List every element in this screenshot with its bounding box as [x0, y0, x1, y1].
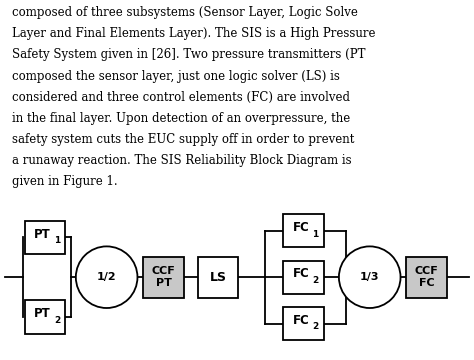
Bar: [198, 256, 238, 298]
Bar: [25, 221, 65, 254]
Text: 1: 1: [312, 230, 319, 239]
Text: LS: LS: [210, 271, 227, 284]
Bar: [407, 256, 447, 298]
Text: 1/2: 1/2: [97, 272, 117, 282]
Text: Layer and Final Elements Layer). The SIS is a High Pressure: Layer and Final Elements Layer). The SIS…: [12, 27, 375, 40]
Text: composed of three subsystems (Sensor Layer, Logic Solve: composed of three subsystems (Sensor Lay…: [12, 6, 358, 19]
Text: FC: FC: [292, 267, 310, 280]
Text: FC: FC: [292, 221, 310, 234]
Text: 1: 1: [54, 236, 60, 245]
Bar: [283, 214, 323, 247]
Text: safety system cuts the EUC supply off in order to prevent: safety system cuts the EUC supply off in…: [12, 133, 354, 146]
Ellipse shape: [339, 246, 401, 308]
Text: a runaway reaction. The SIS Reliability Block Diagram is: a runaway reaction. The SIS Reliability …: [12, 154, 352, 167]
Text: considered and three control elements (FC) are involved: considered and three control elements (F…: [12, 91, 350, 104]
Text: composed the sensor layer, just one logic solver (LS) is: composed the sensor layer, just one logi…: [12, 69, 340, 82]
Text: given in Figure 1.: given in Figure 1.: [12, 175, 118, 188]
Text: 2: 2: [312, 276, 319, 285]
Bar: [25, 300, 65, 333]
Text: CCF
PT: CCF PT: [152, 266, 175, 288]
Text: FC: FC: [292, 314, 310, 327]
Text: 1/3: 1/3: [360, 272, 380, 282]
Bar: [143, 256, 184, 298]
Text: CCF
FC: CCF FC: [415, 266, 438, 288]
Text: PT: PT: [34, 228, 51, 240]
Text: in the final layer. Upon detection of an overpressure, the: in the final layer. Upon detection of an…: [12, 112, 350, 125]
Bar: [283, 307, 323, 340]
Text: 2: 2: [312, 323, 319, 331]
Text: Safety System given in [26]. Two pressure transmitters (PT: Safety System given in [26]. Two pressur…: [12, 48, 365, 62]
Bar: [283, 261, 323, 294]
Ellipse shape: [76, 246, 137, 308]
Text: 2: 2: [54, 316, 60, 325]
Text: PT: PT: [34, 307, 51, 320]
